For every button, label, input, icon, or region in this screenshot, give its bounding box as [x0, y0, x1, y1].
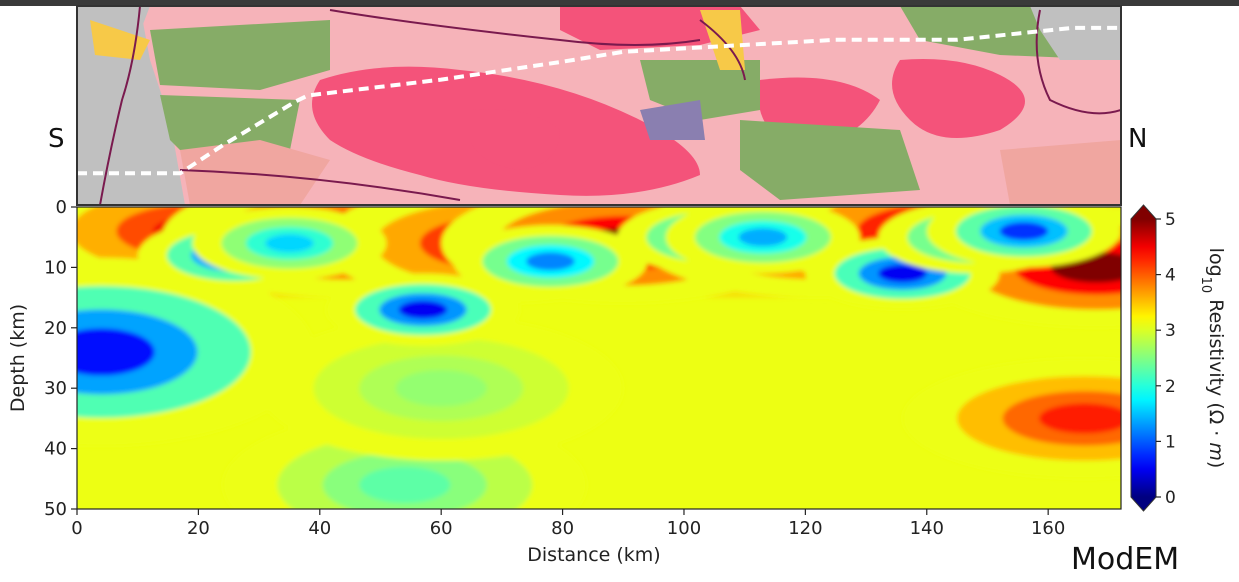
- green-unit-4: [740, 120, 920, 200]
- colorbar-tick-label: 0: [1165, 488, 1176, 508]
- fault-line: [179, 169, 461, 201]
- salmon-unit-south: [180, 140, 330, 205]
- conductor-anomaly: [325, 273, 521, 346]
- x-tick-label: 140: [910, 518, 944, 539]
- fault-line: [699, 19, 746, 81]
- y-tick-label: 10: [44, 257, 67, 278]
- colorbar-tick-label: 1: [1165, 432, 1176, 452]
- inversion-code-label: ModEM: [1071, 542, 1180, 577]
- window-top-bar: [0, 0, 1239, 6]
- x-tick-label: 120: [788, 518, 822, 539]
- moderate-anomaly: [259, 315, 624, 461]
- colorbar-tick-label: 4: [1165, 266, 1176, 286]
- x-tick-label: 160: [1031, 518, 1065, 539]
- y-axis: 0 10 20 30 40 50: [44, 197, 77, 520]
- south-label: S: [48, 124, 65, 154]
- granite-body-south: [470, 109, 560, 170]
- colorbar-gradient: [1131, 219, 1156, 497]
- geologic-map-panel: [77, 6, 1121, 205]
- north-label: N: [1128, 124, 1148, 154]
- mt-profile-line: [77, 25, 1121, 176]
- y-tick-label: 40: [44, 439, 67, 460]
- colorbar-extend-top: [1131, 205, 1156, 219]
- geologic-map-frame: [76, 5, 1122, 206]
- y-tick-label: 0: [56, 197, 67, 218]
- gray-unit-east: [1030, 6, 1121, 60]
- fault-line: [329, 9, 701, 46]
- resistor-anomaly: [902, 358, 1121, 479]
- heatmap-anomalies: [77, 207, 1121, 509]
- colorbar-extend-bottom: [1131, 497, 1156, 511]
- resistivity-heatmap: [77, 207, 1121, 509]
- conductor-anomaly: [77, 257, 315, 447]
- fault-line: [1035, 9, 1121, 115]
- colorbar-label: log10 Resistivity (Ω · m): [1199, 248, 1228, 469]
- y-tick-label: 30: [44, 378, 67, 399]
- x-tick-label: 60: [430, 518, 453, 539]
- colorbar-tick-label: 5: [1165, 210, 1176, 230]
- y-tick-label: 20: [44, 318, 67, 339]
- conductor-anomaly: [926, 207, 1121, 268]
- colorbar: 0 1 2 3 4 5: [1130, 204, 1176, 512]
- x-tick-label: 80: [551, 518, 574, 539]
- green-unit-1: [150, 20, 330, 90]
- conductor-anomaly: [192, 207, 387, 280]
- y-axis-label: Depth (km): [7, 304, 29, 412]
- x-axis: 0 20 40 60 80 100 120 140 160: [71, 509, 1065, 539]
- fault-line: [99, 6, 141, 205]
- heatmap-frame: [76, 206, 1122, 510]
- conductor-anomaly: [665, 207, 860, 274]
- granite-body-east: [892, 59, 1025, 138]
- colorbar-tick-label: 2: [1165, 377, 1176, 397]
- x-tick-label: 40: [308, 518, 331, 539]
- colorbar-tick-label: 3: [1165, 321, 1176, 341]
- moderate-anomaly: [222, 412, 587, 509]
- purple-unit: [640, 100, 705, 140]
- x-axis-label: Distance (km): [527, 544, 660, 566]
- salmon-unit-east: [1000, 140, 1121, 205]
- x-tick-label: 0: [71, 518, 82, 539]
- conductor-anomaly: [453, 225, 648, 298]
- y-tick-label: 50: [44, 499, 67, 520]
- x-tick-label: 100: [667, 518, 701, 539]
- x-tick-label: 20: [187, 518, 210, 539]
